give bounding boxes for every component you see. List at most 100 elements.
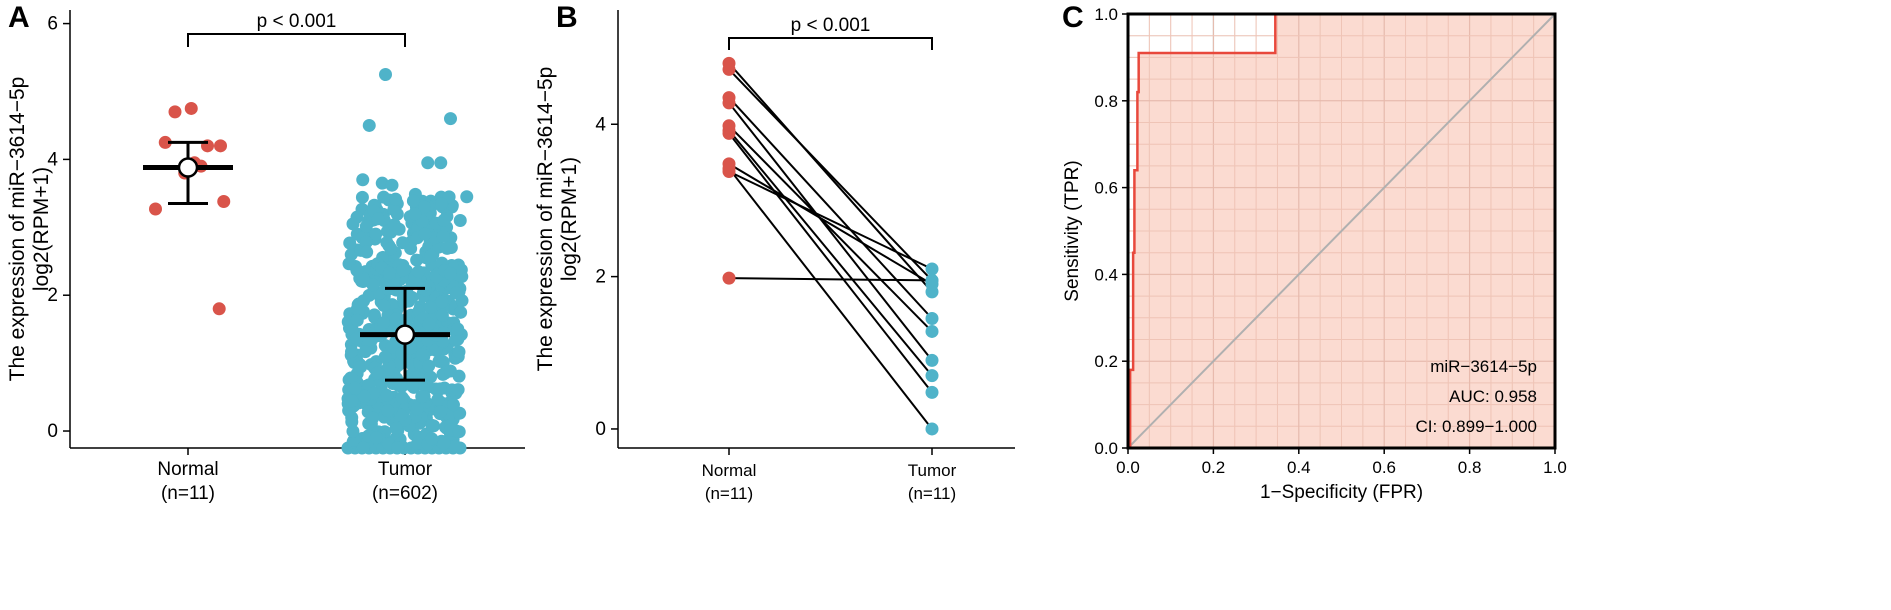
panel-a: A 0 2 4 6 Normal (n=11) Tumor (n=602) The express… <box>6 1 525 504</box>
normal-point <box>722 62 736 76</box>
tumor-point <box>403 341 417 355</box>
normal-point <box>722 164 736 178</box>
tumor-point <box>355 190 369 204</box>
panel-letter-a: A <box>8 1 30 34</box>
tumor-point <box>425 432 439 446</box>
y-axis-title: The expression of miR−3614−5p <box>534 67 557 372</box>
x-tick-label: 0.2 <box>1202 458 1226 477</box>
tumor-point <box>418 200 431 214</box>
tumor-point <box>437 436 451 450</box>
tumor-point <box>369 227 383 241</box>
x-tick-sublabel: (n=11) <box>908 484 956 503</box>
tumor-point <box>425 418 439 432</box>
tumor-point <box>418 227 432 241</box>
legend-line: miR−3614−5p <box>1430 357 1537 376</box>
x-tick-label: Normal <box>157 459 218 480</box>
tumor-point <box>359 235 373 249</box>
tumor-point <box>391 441 405 455</box>
normal-point <box>214 139 227 153</box>
tumor-point <box>925 369 939 383</box>
pair-line <box>728 96 933 320</box>
tumor-point <box>446 398 460 412</box>
panel-letter-b: B <box>556 1 578 34</box>
summary-normal <box>143 140 233 206</box>
normal-points <box>149 101 231 316</box>
tumor-point <box>433 382 447 396</box>
roc-curve <box>1128 12 1555 450</box>
summary-tumor <box>360 286 450 382</box>
tumor-point <box>356 173 370 187</box>
tumor-point <box>419 283 433 297</box>
normal-point <box>217 194 231 208</box>
tumor-point <box>359 219 373 233</box>
tumor-point <box>385 178 399 192</box>
tumor-point <box>392 222 406 236</box>
tumor-point <box>370 366 384 380</box>
tumor-point <box>410 253 424 267</box>
pair-line <box>728 68 933 282</box>
x-tick-label: 0.8 <box>1458 458 1482 477</box>
tumor-point <box>440 241 454 255</box>
tumor-point <box>389 422 403 436</box>
legend-line: CI: 0.899−1.000 <box>1416 417 1537 436</box>
panel-c: C 0.0 0.2 0.4 0.6 0.8 1.0 0.0 0.2 0.4 0.6 0.8 1.0 1−S… <box>1062 1 1567 503</box>
y-tick-label: 0 <box>47 421 58 442</box>
tumor-point <box>396 263 410 277</box>
tumor-point <box>346 217 360 231</box>
tumor-point <box>925 422 939 436</box>
tumor-point <box>396 236 410 250</box>
x-tick-label: Tumor <box>908 461 957 480</box>
y-tick-label: 4 <box>47 149 58 170</box>
tumor-point <box>408 207 422 221</box>
significance-bracket: p < 0.001 <box>187 11 406 47</box>
y-tick-label: 0.2 <box>1094 352 1118 371</box>
y-tick-label: 0.0 <box>1094 439 1118 458</box>
y-tick-label: 4 <box>595 114 606 135</box>
tumor-point <box>360 334 374 348</box>
tumor-point <box>432 354 446 368</box>
tumor-point <box>376 316 390 330</box>
tumor-point <box>406 194 420 208</box>
mean-marker <box>177 157 199 178</box>
panel-b: B 0 2 4 Normal (n=11) Tumor (n=11) The expressio… <box>534 1 1015 503</box>
tumor-point <box>410 402 424 416</box>
x-tick-sublabel: (n=602) <box>372 483 438 504</box>
plot-frame <box>1126 12 1557 450</box>
tumor-point <box>434 405 448 419</box>
tumor-point <box>421 156 435 170</box>
tumor-point <box>384 242 398 256</box>
tumor-point <box>350 263 364 277</box>
tumor-point <box>435 295 449 309</box>
tumor-point <box>358 345 372 359</box>
tumor-point <box>925 273 939 287</box>
tumor-point <box>925 353 939 367</box>
y-tick-label: 0.6 <box>1094 179 1118 198</box>
tumor-point <box>375 176 389 190</box>
tumor-point <box>350 331 364 345</box>
tumor-point <box>350 313 364 327</box>
tumor-point <box>381 404 395 418</box>
pair-line <box>728 132 933 394</box>
tumor-point <box>389 192 403 206</box>
tumor-point <box>444 112 457 126</box>
tumor-point <box>356 440 370 454</box>
x-tick-sublabel: (n=11) <box>705 484 753 503</box>
tumor-point <box>377 299 391 313</box>
tumor-point <box>380 388 394 402</box>
paired-lines <box>728 62 933 430</box>
y-tick-label: 6 <box>47 14 58 35</box>
tumor-point <box>424 249 438 263</box>
legend-line: AUC: 0.958 <box>1449 387 1537 406</box>
tumor-point <box>422 317 436 331</box>
tumor-point <box>366 411 380 425</box>
tumor-point <box>405 368 419 382</box>
pair-line <box>728 163 933 286</box>
tumor-point <box>422 359 436 373</box>
tumor-point <box>362 118 376 132</box>
x-tick-label: Tumor <box>378 459 433 480</box>
tumor-point <box>395 391 409 405</box>
normal-point <box>184 101 198 115</box>
tumor-point <box>437 213 451 227</box>
tumor-point <box>448 439 462 453</box>
tumor-point <box>389 312 403 326</box>
